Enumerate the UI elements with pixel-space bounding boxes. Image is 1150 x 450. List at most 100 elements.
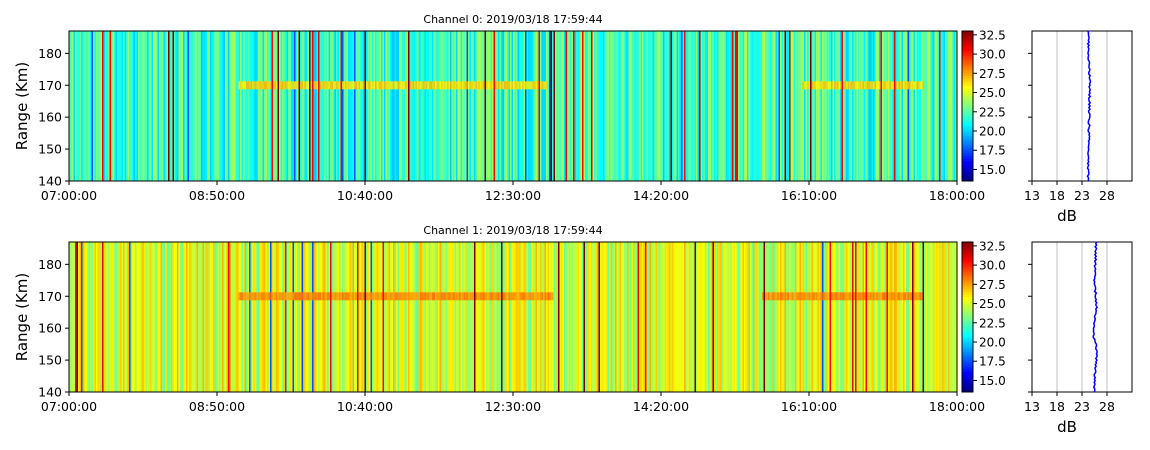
- echo-layer-segment: [801, 292, 803, 301]
- heatmap-column: [199, 242, 202, 392]
- echo-layer-segment: [493, 292, 496, 301]
- heatmap-column: [450, 31, 452, 181]
- heatmap-column: [331, 242, 334, 392]
- echo-layer-segment: [336, 81, 338, 90]
- heatmap-column: [366, 31, 368, 181]
- heatmap-column: [799, 242, 802, 392]
- heatmap-column: [208, 242, 211, 392]
- heatmap-column: [544, 242, 547, 392]
- colorbar-segment: [962, 46, 973, 49]
- heatmap-column: [811, 31, 814, 181]
- heatmap-column: [460, 242, 463, 392]
- echo-layer-segment: [915, 81, 917, 90]
- echo-layer-segment: [480, 292, 482, 301]
- echo-layer-segment: [273, 81, 275, 90]
- heatmap-column: [906, 31, 908, 181]
- echo-layer-segment: [243, 292, 245, 301]
- echo-layer-segment: [859, 292, 862, 301]
- echo-layer-segment: [354, 81, 356, 90]
- echo-layer-segment: [453, 81, 455, 90]
- echo-layer-segment: [769, 292, 772, 301]
- echo-layer-segment: [832, 81, 835, 90]
- heatmap-column: [235, 31, 238, 181]
- echo-layer-segment: [891, 292, 893, 301]
- heatmap-column: [712, 31, 715, 181]
- echo-layer-segment: [906, 292, 908, 301]
- echo-layer-segment: [283, 292, 286, 301]
- heatmap-column: [883, 242, 886, 392]
- heatmap-column: [166, 31, 169, 181]
- heatmap-column: [465, 31, 467, 181]
- heatmap-column: [117, 31, 119, 181]
- echo-layer-segment: [349, 81, 352, 90]
- heatmap-column: [793, 242, 796, 392]
- heatmap-column: [211, 242, 214, 392]
- heatmap-column: [82, 31, 85, 181]
- echo-layer-segment: [432, 81, 434, 90]
- heatmap-column: [645, 242, 647, 392]
- colorbar-tick-label: 32.5: [979, 28, 1006, 42]
- heatmap-column: [736, 31, 739, 181]
- heatmap-column: [789, 242, 791, 392]
- echo-layer-segment: [840, 81, 842, 90]
- echo-layer-segment: [409, 292, 412, 301]
- heatmap-column: [307, 31, 310, 181]
- heatmap-column: [105, 242, 107, 392]
- heatmap-column: [747, 31, 749, 181]
- heatmap-column: [625, 31, 628, 181]
- heatmap-column: [397, 31, 400, 181]
- heatmap-column: [169, 31, 172, 181]
- echo-layer-segment: [483, 292, 485, 301]
- heatmap-column: [571, 242, 574, 392]
- heatmap-column: [433, 31, 436, 181]
- echo-layer-segment: [846, 81, 848, 90]
- echo-layer-segment: [267, 292, 269, 301]
- echo-layer-segment: [463, 81, 466, 90]
- colorbar-segment: [962, 123, 973, 127]
- heatmap-column: [535, 31, 538, 181]
- heatmap-column: [81, 242, 83, 392]
- heatmap-column: [85, 31, 88, 181]
- heatmap-column: [396, 242, 398, 392]
- heatmap-column: [145, 242, 148, 392]
- heatmap-column: [129, 242, 131, 392]
- heatmap-column: [93, 31, 95, 181]
- colorbar-segment: [962, 171, 973, 174]
- heatmap-column: [286, 242, 289, 392]
- echo-layer-segment: [393, 81, 395, 90]
- echo-layer-segment: [388, 81, 391, 90]
- heatmap-column: [319, 31, 322, 181]
- heatmap-column: [106, 242, 109, 392]
- heatmap-column: [585, 242, 587, 392]
- heatmap-column: [717, 242, 719, 392]
- echo-layer-segment: [387, 292, 389, 301]
- echo-layer-segment: [417, 81, 419, 90]
- echo-layer-segment: [877, 292, 880, 301]
- heatmap-column: [240, 31, 242, 181]
- heatmap-column: [295, 31, 298, 181]
- echo-layer-segment: [525, 81, 527, 90]
- heatmap-column: [904, 31, 907, 181]
- heatmap-column: [646, 31, 649, 181]
- profile-x-tick-label: 23: [1074, 399, 1090, 414]
- heatmap-column: [909, 31, 911, 181]
- heatmap-column: [111, 242, 113, 392]
- echo-layer-segment: [919, 81, 922, 90]
- heatmap-column: [859, 31, 862, 181]
- heatmap-column: [948, 31, 950, 181]
- echo-layer-segment: [402, 292, 404, 301]
- heatmap-column: [487, 31, 490, 181]
- heatmap-column: [763, 31, 766, 181]
- echo-layer-segment: [546, 81, 548, 90]
- heatmap-column: [883, 31, 886, 181]
- echo-layer-segment: [351, 81, 353, 90]
- echo-layer-segment: [517, 81, 520, 90]
- heatmap-column: [732, 242, 734, 392]
- heatmap-column: [537, 242, 539, 392]
- heatmap-column: [412, 242, 415, 392]
- heatmap-column: [727, 31, 730, 181]
- echo-layer-segment: [805, 81, 808, 90]
- echo-layer-segment: [789, 292, 791, 301]
- echo-layer-segment: [348, 81, 350, 90]
- heatmap-column: [219, 242, 221, 392]
